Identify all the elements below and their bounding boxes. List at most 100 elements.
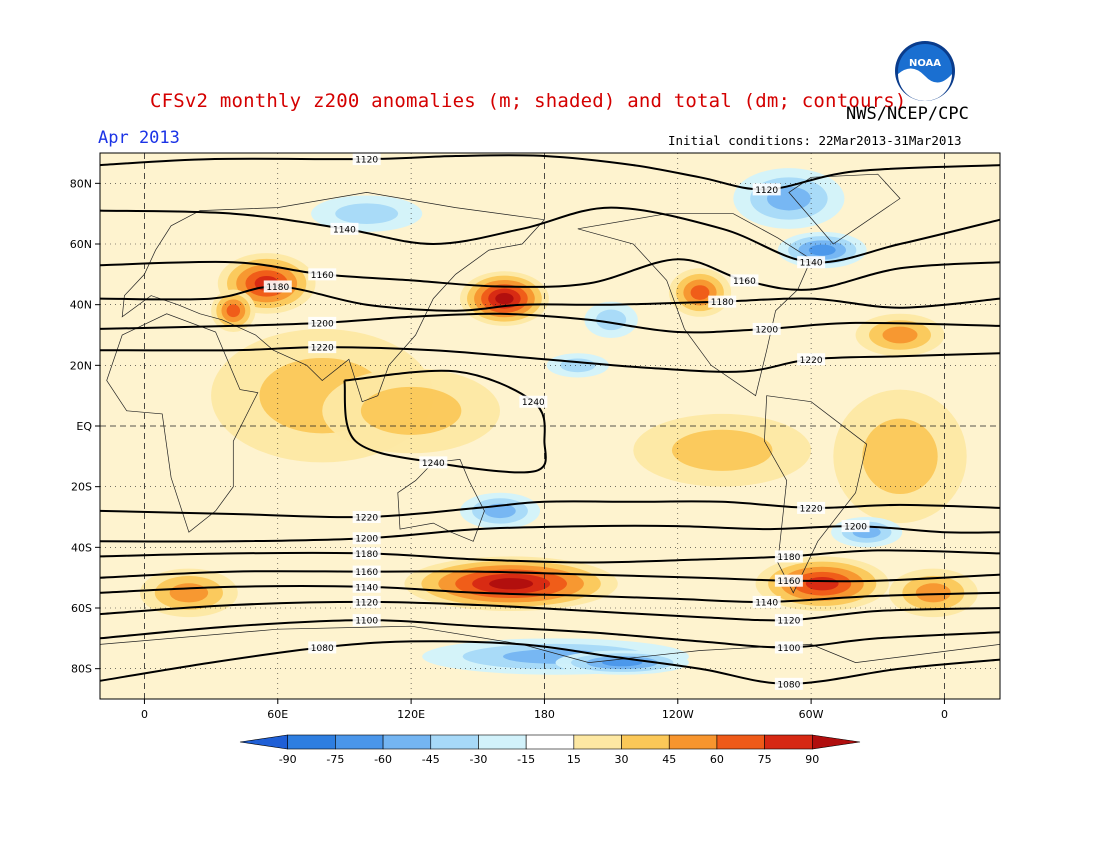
contour-label-bg xyxy=(352,580,381,593)
contour-1220: 1220 1220 xyxy=(100,500,1000,524)
contour-1180: 1180 1180 xyxy=(100,280,1000,312)
y-tick-label: 20S xyxy=(71,481,92,494)
anomaly-level xyxy=(226,304,241,318)
contour-label-bg xyxy=(797,353,826,366)
contour-1100: 1100 1100 xyxy=(100,614,1000,654)
contour-line xyxy=(100,500,1000,519)
contour-1160: 1160 1160 xyxy=(100,258,1000,291)
contour-label-bg xyxy=(352,565,381,578)
coast-2 xyxy=(397,459,485,542)
contour-label: 1140 xyxy=(800,259,823,269)
contour-1200: 1200 1200 xyxy=(100,520,1000,545)
anomaly-blob xyxy=(668,268,732,317)
contour-label-bg xyxy=(774,574,803,587)
contour-label: 1140 xyxy=(755,598,778,608)
contour-label-bg xyxy=(352,614,381,627)
month-label: Apr 2013 xyxy=(98,128,180,148)
contour-label: 1200 xyxy=(355,535,378,545)
colorbar-label: -60 xyxy=(374,753,392,766)
contour-line xyxy=(100,258,1000,291)
height-contours: 1120112011401140116011601180118012001200… xyxy=(100,153,1000,690)
contour-label: 1160 xyxy=(777,577,800,587)
anomaly-blob xyxy=(733,168,845,229)
contour-label: 1240 xyxy=(522,398,545,408)
contour-1120: 1120 1120 xyxy=(100,595,1000,627)
anomaly-level xyxy=(671,429,773,471)
x-tick-label: 180 xyxy=(534,708,555,721)
colorbar-arrow-right xyxy=(812,734,861,750)
anomaly-level xyxy=(805,577,839,591)
contour-label: 1180 xyxy=(266,283,289,293)
contour-label: 1100 xyxy=(777,644,800,654)
contour-line xyxy=(100,346,1000,373)
colorbar-segment xyxy=(716,734,765,750)
x-tick-label: 0 xyxy=(141,708,148,721)
contour-label-bg xyxy=(752,183,781,196)
colorbar-segment xyxy=(668,734,718,750)
contour-label-bg xyxy=(352,511,381,523)
contour-label-bg xyxy=(797,501,826,514)
contour-label: 1200 xyxy=(755,325,778,335)
contour-label: 1120 xyxy=(777,617,800,627)
colorbar-segment xyxy=(287,734,336,750)
anomaly-blob xyxy=(633,413,812,487)
colorbar-segment xyxy=(573,734,622,750)
contour-label: 1160 xyxy=(355,568,378,578)
contour-label-bg xyxy=(774,641,803,654)
anomaly-level xyxy=(489,578,534,590)
anomaly-blob xyxy=(460,492,540,530)
contour-label-bg xyxy=(308,316,337,329)
contour-line xyxy=(343,369,547,474)
contour-1200: 1200 1200 xyxy=(100,312,1000,335)
contour-label: 1100 xyxy=(355,617,378,627)
contour-1140: 1140 1140 xyxy=(100,206,1000,269)
contour-label-bg xyxy=(352,153,381,166)
contour-line xyxy=(100,206,1000,264)
contour-line xyxy=(100,154,1000,191)
contour-1120: 1120 1120 xyxy=(100,153,1000,196)
contour-line xyxy=(100,640,1000,685)
contour-label: 1120 xyxy=(355,156,378,166)
anomaly-blob xyxy=(833,389,967,524)
anomaly-level xyxy=(915,583,951,603)
contour-label: 1220 xyxy=(800,356,823,366)
colorbar-segment xyxy=(621,734,670,750)
contour-label: 1160 xyxy=(733,277,756,287)
contour-label-bg xyxy=(519,395,548,408)
y-tick-label: 40S xyxy=(71,541,92,554)
anomaly-level xyxy=(169,583,209,603)
chart-title: CFSv2 monthly z200 anomalies (m; shaded)… xyxy=(150,90,907,112)
anomaly-level xyxy=(808,244,836,256)
contour-label: 1180 xyxy=(355,550,378,560)
contour-label-bg xyxy=(352,547,381,560)
anomaly-level xyxy=(882,326,918,344)
anomaly-blob xyxy=(855,313,945,357)
contour-label-bg xyxy=(774,677,803,690)
contour-1160: 1160 1160 xyxy=(100,565,1000,587)
anomaly-level xyxy=(335,203,399,224)
contour-label-bg xyxy=(308,641,337,654)
anomaly-level xyxy=(690,285,710,300)
contour-label: 1160 xyxy=(311,271,334,281)
contour-label: 1240 xyxy=(422,459,445,469)
contour-label-bg xyxy=(708,295,737,308)
contour-line xyxy=(100,619,1000,649)
contour-line xyxy=(100,570,1000,583)
y-tick-label: 40N xyxy=(70,299,92,312)
noaa-logo-text: NOAA xyxy=(909,58,941,69)
colorbar-label: 90 xyxy=(805,753,819,766)
y-tick-label: 80S xyxy=(71,663,92,676)
initial-conditions-label: Initial conditions: 22Mar2013-31Mar2013 xyxy=(668,133,962,148)
contour-label-bg xyxy=(330,222,359,235)
contour-label-bg xyxy=(308,341,337,354)
contour-label: 1220 xyxy=(800,504,823,514)
colorbar-label: -90 xyxy=(279,753,297,766)
anomaly-blob xyxy=(322,368,500,454)
colorbar-label: 60 xyxy=(710,753,724,766)
contour-1180: 1180 1180 xyxy=(100,547,1000,564)
colorbar-arrow-left xyxy=(239,734,288,750)
colorbar-label: 75 xyxy=(758,753,772,766)
colorbar-segment xyxy=(525,734,575,750)
contour-line xyxy=(100,600,1000,622)
